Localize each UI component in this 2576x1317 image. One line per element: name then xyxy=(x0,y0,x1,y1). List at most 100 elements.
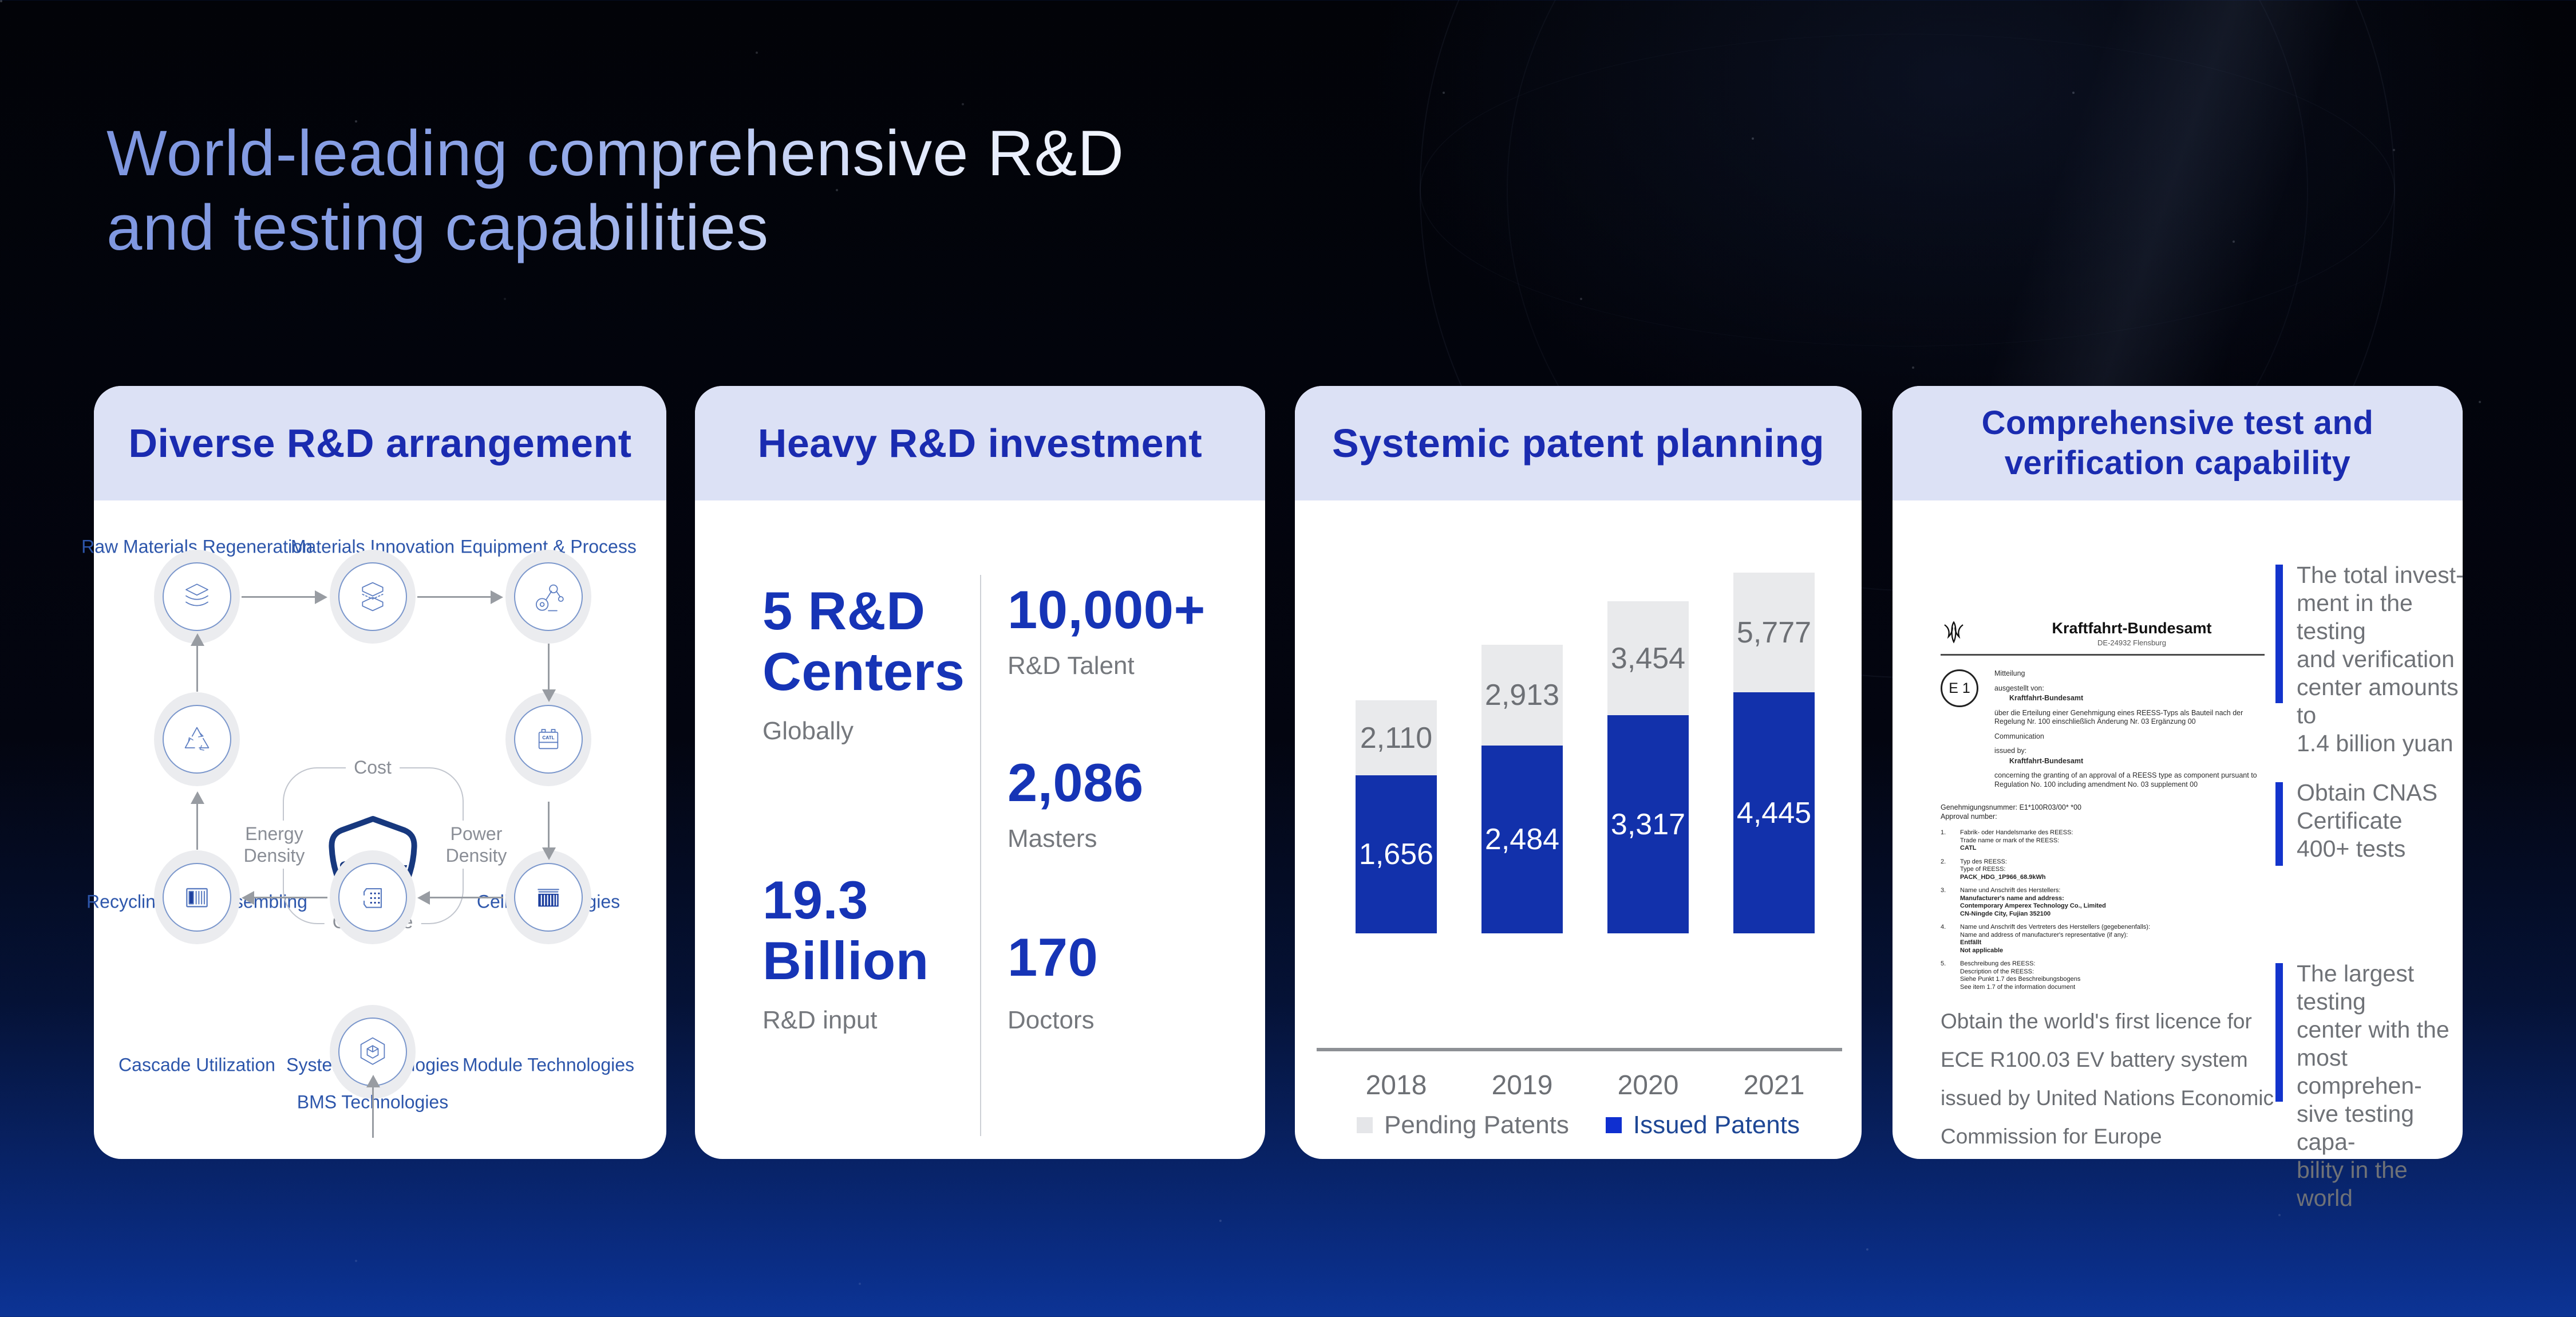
diagram-node-bms-technologies xyxy=(330,1005,416,1099)
pending-value-label: 5,777 xyxy=(1736,616,1812,649)
module-icon xyxy=(538,889,559,907)
diagram-node-system-technologies xyxy=(330,850,416,944)
bar-2018: 2,110 1,656 xyxy=(1356,700,1437,933)
card-diverse-rd-arrangement: Diverse R&D arrangement Raw Materials Re… xyxy=(81,386,666,1159)
patent-chart: 2,110 1,656 2,913 2,484 3,454 3,317 5,77… xyxy=(1295,500,1862,1159)
bullet-bar-icon xyxy=(2275,963,2283,1102)
arrow-down-icon xyxy=(548,644,550,691)
bullet-largest-testing-center: The largest testing center with the most… xyxy=(2297,960,2449,1211)
card-heavy-rd-investment: Heavy R&D investment 5 R&D Centers Globa… xyxy=(695,386,1265,1159)
card-test-verification-capability: Comprehensive test and verification capa… xyxy=(1893,386,2464,1211)
bullet-total-investment: The total invest- ment in the testing an… xyxy=(2297,562,2464,756)
certificate-body: Mitteilung ausgestellt von: Kraftfahrt-B… xyxy=(1994,669,2265,795)
ring-label-cost: Cost xyxy=(346,754,400,780)
layers-icon xyxy=(185,583,208,606)
cube-icon xyxy=(360,1037,385,1065)
cert-communication: Communication xyxy=(1994,732,2044,740)
certificate-item: 3. Name und Anschrift des Herstellers: Man… xyxy=(1941,887,2106,917)
card-header-label: Comprehensive test and verification capa… xyxy=(1981,404,2374,482)
star-dots-decor xyxy=(0,0,2,2)
node-circle xyxy=(338,863,407,932)
x-tick-2019: 2019 xyxy=(1491,1070,1553,1101)
stat-masters: 2,086 xyxy=(1008,752,1144,813)
bullet-cnas-certificate: Obtain CNAS Certificate 400+ tests xyxy=(2297,779,2438,862)
node-circle xyxy=(338,562,407,631)
stat-doctors: 170 xyxy=(1008,927,1099,987)
issued-value-label: 2,484 xyxy=(1484,823,1560,856)
pending-swatch-icon xyxy=(1357,1117,1373,1133)
slide-title: World-leading comprehensive R&D and test… xyxy=(106,116,1124,265)
certificate-title-block: Kraftfahrt-Bundesamt DE-24932 Flensburg xyxy=(1999,620,2265,647)
bar-2020: 3,454 3,317 xyxy=(1607,601,1689,933)
ring-label-energy-density: Energy Density xyxy=(235,821,313,869)
pending-value-label: 2,110 xyxy=(1360,721,1433,755)
issued-swatch-icon xyxy=(1605,1117,1622,1133)
diagram-node-materials-innovation xyxy=(330,550,416,644)
arrow-up-icon xyxy=(196,645,198,692)
node-circle xyxy=(514,863,583,932)
hexagon-stack-icon xyxy=(362,582,384,612)
legend-issued-patents: Issued Patents xyxy=(1605,1111,1800,1139)
card-header: Comprehensive test and verification capa… xyxy=(1893,386,2463,500)
issued-segment: 3,317 xyxy=(1607,715,1689,933)
bullet-bar-icon xyxy=(2275,565,2283,703)
certificate-approval-number: Genehmigungsnummer: E1*100R03/00* *00 Ap… xyxy=(1941,803,2265,821)
diagram-node-recycling xyxy=(154,692,240,786)
approval-number-en: Approval number: xyxy=(1941,813,1997,821)
diagram-node-equipment-process xyxy=(505,550,591,644)
rd-flow-diagram: Raw Materials Regeneration Materials Inn… xyxy=(81,500,666,1159)
stat-rd-centers-caption: Globally xyxy=(762,717,854,745)
arrow-left-icon xyxy=(253,897,327,898)
card-header: Heavy R&D investment xyxy=(695,386,1265,500)
battery-cell-icon: CATL xyxy=(538,729,559,750)
diagram-node-cell-technologies: CATL xyxy=(505,692,591,786)
certificate-agency-location: DE-24932 Flensburg xyxy=(2097,638,2166,647)
cert-issuer-en: Kraftfahrt-Bundesamt xyxy=(2009,756,2084,765)
chart-legend: Pending Patents Issued Patents xyxy=(1295,1111,1862,1139)
cert-paragraph-en: concerning the granting of an approval o… xyxy=(1994,771,2257,788)
stat-rd-input: 19.3 Billion xyxy=(762,870,929,991)
certificate-item: 4. Name und Anschrift des Vertreters des … xyxy=(1941,924,2150,954)
certificate-item: 1. Fabrik- oder Handelsmarke des REESS: Tr… xyxy=(1941,829,2073,851)
cert-issued-by-de: ausgestellt von: xyxy=(1994,684,2044,692)
arrow-right-icon xyxy=(417,596,492,598)
cert-paragraph-de: über die Erteilung einer Genehmigung ein… xyxy=(1994,708,2243,726)
cabinet-icon xyxy=(186,888,208,908)
certificate-items: 1. Fabrik- oder Handelsmarke des REESS: Tr… xyxy=(1941,829,2265,991)
bar-2019: 2,913 2,484 xyxy=(1481,645,1563,933)
recycle-icon xyxy=(184,727,210,751)
pack-icon xyxy=(363,888,382,908)
diagram-node-module-technologies xyxy=(505,850,591,944)
diagram-label-module-technologies: Module Technologies xyxy=(462,1054,635,1075)
legend-label: Pending Patents xyxy=(1384,1111,1569,1139)
ring-label-power-density: Power Density xyxy=(437,821,515,869)
approval-number-de: Genehmigungsnummer: E1*100R03/00* *00 xyxy=(1941,803,2081,811)
arrow-right-icon xyxy=(242,596,316,598)
stat-masters-caption: Masters xyxy=(1008,825,1097,853)
node-circle: CATL xyxy=(514,705,583,774)
arrow-up-icon xyxy=(372,1086,374,1138)
bar-2021: 5,777 4,445 xyxy=(1733,573,1815,933)
diagram-node-raw-materials xyxy=(154,550,240,644)
arrow-up-icon xyxy=(196,803,198,850)
card-systemic-patent-planning: Systemic patent planning 2,110 1,656 2,9… xyxy=(1295,386,1862,1159)
slide-title-line1: World-leading comprehensive R&D xyxy=(106,117,1125,190)
pending-value-label: 2,913 xyxy=(1484,679,1560,712)
stats-divider xyxy=(980,575,981,1136)
node-circle xyxy=(163,562,231,631)
certificate-agency: Kraftfahrt-Bundesamt xyxy=(2052,620,2212,637)
certificate-item: 5. Beschreibung des REESS: Description of … xyxy=(1941,960,2081,991)
stat-rd-talent-caption: R&D Talent xyxy=(1008,652,1135,680)
slide-title-line2: and testing capabilities xyxy=(106,192,769,264)
card-header: Systemic patent planning xyxy=(1295,386,1862,500)
card-header-label: Heavy R&D investment xyxy=(757,421,1203,466)
cert-issuer-de: Kraftfahrt-Bundesamt xyxy=(2009,694,2084,702)
card-header: Diverse R&D arrangement xyxy=(94,386,666,500)
cert-issued-by-en: issued by: xyxy=(1994,747,2027,755)
node-circle xyxy=(163,705,231,774)
pending-segment: 2,913 xyxy=(1481,645,1563,746)
issued-value-label: 1,656 xyxy=(1358,838,1434,871)
arrow-left-icon xyxy=(429,897,503,898)
legend-label: Issued Patents xyxy=(1633,1111,1800,1139)
x-tick-2021: 2021 xyxy=(1743,1070,1805,1101)
